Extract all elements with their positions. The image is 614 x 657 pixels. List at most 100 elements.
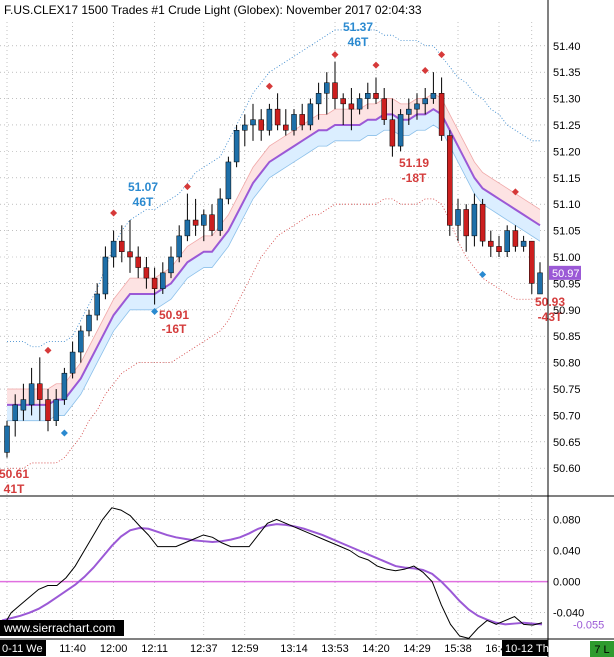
candle-body bbox=[127, 251, 133, 258]
x-date-box bbox=[502, 640, 548, 656]
candle-body bbox=[414, 103, 420, 110]
candle-body bbox=[119, 240, 125, 252]
candle-body bbox=[299, 114, 305, 126]
y-tick-label: 50.70 bbox=[553, 410, 581, 422]
candle-body bbox=[143, 267, 150, 279]
candle-body bbox=[184, 219, 191, 237]
candle-body bbox=[406, 108, 412, 115]
y-tick-label: 50.95 bbox=[553, 278, 581, 290]
candle-body bbox=[381, 98, 387, 120]
y-tick-label: 50.90 bbox=[553, 305, 581, 317]
x-tick-label: 11:40 bbox=[59, 643, 86, 655]
x-tick-label: 14:20 bbox=[362, 643, 390, 655]
candle-body bbox=[102, 256, 109, 295]
candle-body bbox=[20, 399, 27, 411]
upper-band-fill bbox=[7, 93, 540, 405]
candle-body bbox=[69, 351, 76, 374]
candle-body bbox=[94, 293, 100, 316]
candle-body bbox=[348, 103, 355, 110]
candle-body bbox=[53, 399, 59, 421]
x-tick-label: 12:59 bbox=[231, 643, 259, 655]
candle-body bbox=[4, 425, 10, 453]
y-tick-label: 51.40 bbox=[553, 41, 581, 53]
x-tick-label: 14:29 bbox=[403, 643, 431, 655]
swing-price-label: 50.61 bbox=[0, 467, 29, 481]
watermark: www.sierrachart.com bbox=[3, 621, 115, 635]
y-tick-label: 51.35 bbox=[553, 67, 581, 79]
candle-body bbox=[455, 209, 461, 226]
candle-body bbox=[192, 219, 199, 226]
swing-low-marker bbox=[60, 429, 68, 437]
candle-body bbox=[283, 124, 289, 131]
outer-lower-line bbox=[7, 198, 540, 469]
y-tick-label: 50.80 bbox=[553, 358, 581, 370]
candle-body bbox=[201, 214, 207, 226]
candle-body bbox=[86, 314, 92, 332]
candle-body bbox=[233, 130, 240, 163]
x-tick-label: 0-11 We bbox=[2, 643, 43, 655]
swing-high-marker bbox=[421, 66, 429, 74]
swing-trades-label: 46T bbox=[348, 35, 369, 49]
marker-layer bbox=[44, 51, 519, 437]
candle-body bbox=[340, 98, 346, 105]
candle-body bbox=[307, 103, 314, 126]
swing-high-marker bbox=[331, 51, 339, 59]
candle-body bbox=[512, 230, 519, 247]
swing-high-marker bbox=[265, 82, 273, 90]
swing-price-label: 51.07 bbox=[128, 180, 158, 194]
candle-body bbox=[209, 214, 215, 231]
osc-y-tick-label: 0.000 bbox=[553, 577, 581, 589]
swing-high-marker bbox=[372, 61, 380, 69]
x-tick-label: 13:14 bbox=[280, 643, 308, 655]
osc-y-tick-label: 0.080 bbox=[553, 514, 581, 526]
x-tick-label: 12:11 bbox=[141, 643, 168, 655]
y-tick-label: 51.10 bbox=[553, 199, 581, 211]
candle-body bbox=[438, 93, 445, 136]
swing-high-marker bbox=[438, 51, 446, 59]
candle-body bbox=[45, 399, 51, 421]
osc-main-line bbox=[1, 507, 543, 639]
swing-trades-label: -43T bbox=[538, 310, 563, 324]
candle-body bbox=[110, 240, 117, 258]
corner-label: 7 L bbox=[594, 644, 609, 656]
candle-body bbox=[389, 119, 396, 147]
swing-trades-label: -18T bbox=[402, 171, 427, 185]
watermark-bg bbox=[0, 620, 124, 636]
swing-high-marker bbox=[110, 209, 118, 217]
candle-body bbox=[61, 372, 68, 400]
candle-body bbox=[135, 256, 141, 268]
osc-y-tick-label: -0.040 bbox=[553, 608, 584, 620]
osc-y-tick-label: 0.040 bbox=[553, 546, 581, 558]
x-tick-label: 15:38 bbox=[444, 643, 472, 655]
swing-high-marker bbox=[183, 183, 191, 191]
candle-body bbox=[332, 82, 338, 99]
x-date-box bbox=[0, 640, 46, 656]
candle-body bbox=[28, 383, 35, 406]
swing-price-label: 50.91 bbox=[159, 308, 189, 322]
candle-body bbox=[463, 209, 469, 237]
candle-body bbox=[274, 108, 281, 126]
y-tick-label: 50.65 bbox=[553, 437, 581, 449]
candle-body bbox=[12, 404, 18, 421]
corner-badge bbox=[590, 641, 614, 657]
candle-layer bbox=[4, 61, 543, 458]
swing-trades-label: 46T bbox=[133, 195, 154, 209]
y-tick-label: 51.30 bbox=[553, 94, 581, 106]
upper-band-line bbox=[7, 92, 541, 390]
x-tick-label: 13:53 bbox=[321, 643, 349, 655]
y-tick-label: 50.75 bbox=[553, 384, 581, 396]
candle-body bbox=[217, 198, 223, 231]
candle-body bbox=[479, 203, 486, 242]
candle-body bbox=[365, 93, 371, 99]
osc-last-value: -0.055 bbox=[573, 619, 604, 631]
candle-body bbox=[78, 330, 84, 353]
annotation-layer: 51.3746T51.0746T50.91-16T51.19-18T50.93-… bbox=[0, 20, 565, 496]
candle-body bbox=[242, 124, 248, 131]
outer-upper-line bbox=[7, 29, 540, 348]
candle-body bbox=[258, 119, 264, 131]
candle-body bbox=[225, 161, 232, 200]
osc-signal-line bbox=[1, 523, 543, 626]
candle-body bbox=[356, 98, 363, 110]
candle-body bbox=[471, 203, 478, 237]
